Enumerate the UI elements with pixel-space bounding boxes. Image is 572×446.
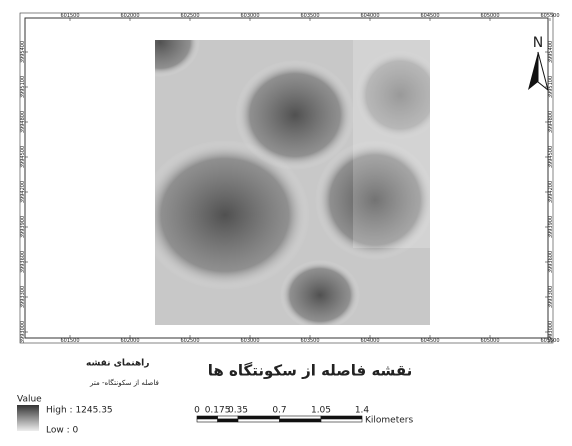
scale-segment bbox=[279, 415, 322, 420]
scale-segment bbox=[279, 418, 322, 423]
y-coord-right: 3993900 bbox=[548, 216, 554, 238]
x-coord-bottom: 604500 bbox=[420, 338, 439, 344]
legend-low: Low : 0 bbox=[46, 426, 78, 436]
legend-heading: راهنمای نقشه bbox=[86, 359, 149, 369]
y-coord-left: 3994200 bbox=[20, 181, 26, 203]
y-coord-left: 3993600 bbox=[20, 251, 26, 273]
y-coord-left: 3993000 bbox=[20, 321, 26, 343]
y-coord-right: 3993300 bbox=[548, 286, 554, 308]
y-coord-left: 3994800 bbox=[20, 111, 26, 133]
y-coord-right: 3995400 bbox=[548, 41, 554, 63]
x-coord-top: 603500 bbox=[300, 13, 319, 19]
y-coord-right: 3994200 bbox=[548, 181, 554, 203]
scale-label: 0.175 bbox=[205, 406, 231, 416]
raster bbox=[155, 40, 430, 325]
y-coord-right: 3993000 bbox=[548, 321, 554, 343]
y-coord-right: 3994500 bbox=[548, 146, 554, 168]
north-arrow: N bbox=[528, 35, 549, 92]
scale-label: 0 bbox=[194, 406, 200, 416]
y-coord-left: 3994500 bbox=[20, 146, 26, 168]
legend-layer: فاصله از سکونتگاه- متر bbox=[89, 378, 159, 387]
x-coord-bottom: 601500 bbox=[60, 338, 79, 344]
scale-segment bbox=[237, 415, 280, 420]
scale-label: 1.05 bbox=[311, 406, 331, 416]
y-coord-left: 3995400 bbox=[20, 41, 26, 63]
scale-label: 0.7 bbox=[272, 406, 286, 416]
scale-segment bbox=[237, 418, 280, 423]
scale-segment bbox=[196, 415, 218, 420]
y-coord-left: 3993300 bbox=[20, 286, 26, 308]
x-coord-top: 605500 bbox=[540, 13, 559, 19]
x-coord-bottom: 605500 bbox=[540, 338, 559, 344]
x-coord-top: 602000 bbox=[120, 13, 139, 19]
scale-segment bbox=[196, 418, 218, 423]
y-coord-left: 3995100 bbox=[20, 76, 26, 98]
x-coord-bottom: 602500 bbox=[180, 338, 199, 344]
scale-label: 1.4 bbox=[355, 406, 370, 416]
x-coord-bottom: 604000 bbox=[360, 338, 379, 344]
x-coord-top: 603000 bbox=[240, 13, 259, 19]
scale-segment bbox=[217, 418, 239, 423]
map-title: نقشه فاصله از سکونتگاه ها bbox=[208, 362, 413, 380]
x-coord-bottom: 605000 bbox=[480, 338, 499, 344]
y-coord-right: 3995100 bbox=[548, 76, 554, 98]
y-coord-right: 3993600 bbox=[548, 251, 554, 273]
y-coord-left: 3993900 bbox=[20, 216, 26, 238]
north-label: N bbox=[533, 35, 543, 51]
x-coord-top: 601500 bbox=[60, 13, 79, 19]
scale-segment bbox=[320, 418, 363, 423]
x-coord-bottom: 603000 bbox=[240, 338, 259, 344]
x-coord-top: 604500 bbox=[420, 13, 439, 19]
scale-segment bbox=[217, 415, 239, 420]
x-coord-top: 602500 bbox=[180, 13, 199, 19]
scale-label: 0.35 bbox=[228, 406, 248, 416]
scale-unit: Kilometers bbox=[365, 416, 413, 426]
x-coord-bottom: 603500 bbox=[300, 338, 319, 344]
scale-segment bbox=[320, 415, 363, 420]
legend-high: High : 1245.35 bbox=[46, 406, 113, 416]
x-coord-bottom: 602000 bbox=[120, 338, 139, 344]
legend-field: Value bbox=[17, 395, 42, 405]
x-coord-top: 605000 bbox=[480, 13, 499, 19]
legend-ramp bbox=[17, 405, 39, 431]
x-coord-top: 604000 bbox=[360, 13, 379, 19]
outer-frame bbox=[19, 12, 554, 344]
y-coord-right: 3994800 bbox=[548, 111, 554, 133]
